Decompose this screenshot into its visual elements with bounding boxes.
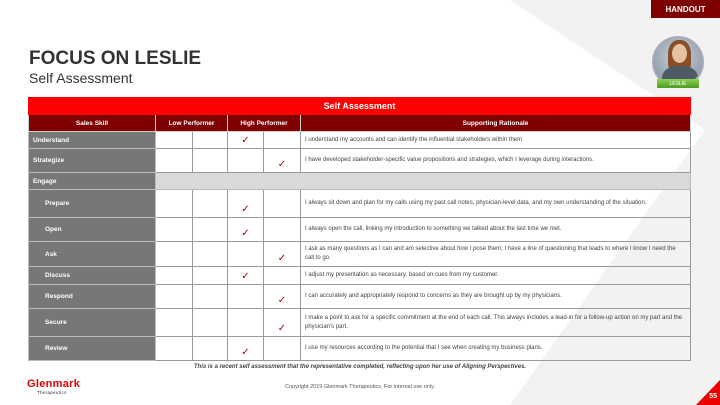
self-assessment-table: Self Assessment Sales Skill Low Performe… [28, 97, 691, 361]
table-row: Respond ✓ I can accurately and appropriate… [28, 284, 691, 309]
rating-cell-1 [155, 336, 193, 361]
avatar-name-tag: LESLIE [657, 79, 699, 88]
table-row: Review ✓ I use my resources according to t… [28, 336, 691, 361]
skill-cell: Open [28, 217, 156, 242]
rating-cell-1 [155, 131, 193, 149]
rating-cell-4 [263, 131, 301, 149]
table-row: Understand ✓ I understand my accounts and … [28, 131, 691, 149]
col-header-skill: Sales Skill [28, 114, 156, 132]
rating-cell-1 [155, 241, 193, 267]
rating-cell-3 [227, 284, 264, 309]
table-row: Open ✓ I always open the call, linking my … [28, 217, 691, 242]
skill-cell: Discuss [28, 266, 156, 285]
rating-cell-4: ✓ [263, 241, 301, 267]
check-icon: ✓ [241, 347, 250, 358]
rating-cell-2 [192, 284, 228, 309]
rationale-cell: I use my resources according to the pote… [300, 336, 691, 361]
page-subtitle: Self Assessment [29, 70, 133, 86]
rating-cell-1 [155, 284, 193, 309]
skill-cell: Secure [28, 308, 156, 337]
rating-cell-2 [192, 189, 228, 218]
skill-cell: Prepare [28, 189, 156, 218]
rating-cell-2 [192, 148, 228, 173]
rationale-cell: I can accurately and appropriately respo… [300, 284, 691, 309]
glenmark-logo: Glenmark Therapeutics [27, 378, 81, 395]
rating-cell-2 [192, 241, 228, 267]
rating-cell-2 [192, 308, 228, 337]
rationale-cell: I understand my accounts and can identif… [300, 131, 691, 149]
rating-cell-2 [192, 217, 228, 242]
rationale-cell: I ask as many questions as I can and am … [300, 241, 691, 267]
check-icon: ✓ [241, 204, 250, 215]
table-row: Discuss ✓ I adjust my presentation as nece… [28, 266, 691, 285]
check-icon: ✓ [277, 253, 287, 264]
rating-cell-3: ✓ [227, 336, 264, 361]
col-header-low: Low Performer [155, 114, 228, 132]
rationale-cell: I have developed stakeholder-specific va… [300, 148, 691, 173]
rating-cell-2 [192, 336, 228, 361]
check-icon: ✓ [241, 271, 250, 282]
check-icon: ✓ [277, 295, 287, 306]
rating-cell-3: ✓ [227, 266, 264, 285]
rating-cell-4 [263, 266, 301, 285]
rating-cell-1 [155, 308, 193, 337]
rating-cell-2 [192, 266, 228, 285]
rating-cell-3: ✓ [227, 189, 264, 218]
rationale-cell: I make a point to ask for a specific com… [300, 308, 691, 337]
table-row: Secure ✓ I make a point to ask for a speci… [28, 308, 691, 337]
table-row: Engage [28, 172, 691, 190]
group-row-fill [155, 172, 691, 190]
check-icon: ✓ [277, 159, 287, 170]
table-row: Ask ✓ I ask as many questions as I can and… [28, 241, 691, 267]
col-header-high: High Performer [227, 114, 301, 132]
rationale-cell: I always sit down and plan for my calls … [300, 189, 691, 218]
check-icon: ✓ [241, 228, 250, 239]
rating-cell-3: ✓ [227, 217, 264, 242]
rating-cell-1 [155, 148, 193, 173]
skill-cell: Understand [28, 131, 156, 149]
rationale-cell: I always open the call, linking my intro… [300, 217, 691, 242]
rating-cell-4 [263, 336, 301, 361]
handout-badge: HANDOUT [651, 0, 720, 18]
col-header-rationale: Supporting Rationale [300, 114, 691, 132]
skill-cell: Ask [28, 241, 156, 267]
rating-cell-4 [263, 189, 301, 218]
rationale-cell: I adjust my presentation as necessary, b… [300, 266, 691, 285]
rating-cell-1 [155, 189, 193, 218]
rating-cell-3 [227, 241, 264, 267]
rating-cell-1 [155, 266, 193, 285]
check-icon: ✓ [241, 135, 250, 146]
rating-cell-4: ✓ [263, 308, 301, 337]
table-row: Prepare ✓ I always sit down and plan for m… [28, 189, 691, 218]
rating-cell-2 [192, 131, 228, 149]
skill-cell: Strategize [28, 148, 156, 173]
copyright: Copyright 2019 Glenmark Therapeutics. Fo… [285, 384, 435, 390]
skill-cell: Review [28, 336, 156, 361]
skill-cell: Respond [28, 284, 156, 309]
page-title: FOCUS ON LESLIE [29, 48, 202, 69]
rating-cell-3: ✓ [227, 131, 264, 149]
footnote: This is a recent self assessment that th… [193, 364, 527, 370]
rating-cell-1 [155, 217, 193, 242]
table-row: Strategize ✓ I have developed stakeholder-… [28, 148, 691, 173]
rating-cell-3 [227, 148, 264, 173]
page-number: 55 [709, 393, 717, 400]
rating-cell-4 [263, 217, 301, 242]
rating-cell-3 [227, 308, 264, 337]
rating-cell-4: ✓ [263, 284, 301, 309]
table-title: Self Assessment [28, 97, 691, 115]
rating-cell-4: ✓ [263, 148, 301, 173]
skill-cell: Engage [28, 172, 156, 190]
check-icon: ✓ [277, 323, 287, 334]
